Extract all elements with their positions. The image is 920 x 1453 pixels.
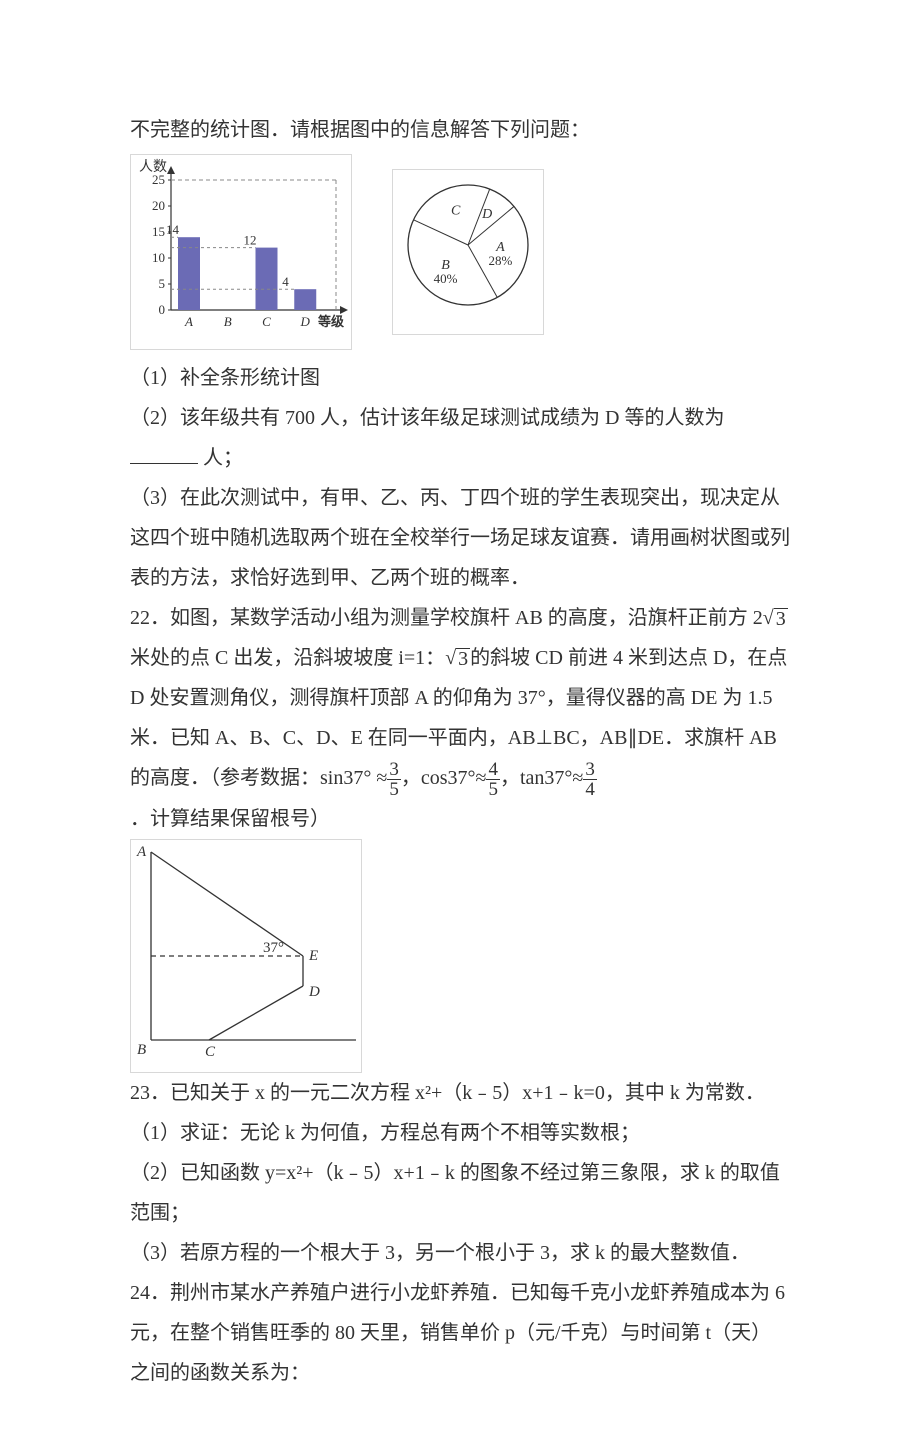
mid1: ，cos37°≈ [401,767,487,789]
q23-head: 23．已知关于 x 的一元二次方程 x²+（k﹣5）x+1﹣k=0，其中 k 为… [130,1073,790,1113]
triangle-diagram: 37° A B C D E [130,839,362,1073]
blank-d-count[interactable] [130,444,198,464]
svg-text:等级: 等级 [317,314,345,329]
q23-3: （3）若原方程的一个根大于 3，另一个根小于 3，求 k 的最大整数值． [130,1233,790,1273]
sqrt-3-b: 3 [445,638,470,678]
svg-text:0: 0 [159,302,166,317]
svg-text:15: 15 [152,224,165,239]
approx1: ≈ [376,767,387,789]
pie-chart: A28%B40%CD [392,169,544,335]
svg-text:5: 5 [159,276,166,291]
q23-2: （2）已知函数 y=x²+（k﹣5）x+1﹣k 的图象不经过第三象限，求 k 的… [130,1153,790,1233]
svg-text:14: 14 [166,222,180,237]
svg-text:C: C [451,203,461,218]
intro-line: 不完整的统计图．请根据图中的信息解答下列问题： [130,110,790,150]
svg-text:B: B [137,1042,146,1058]
svg-text:20: 20 [152,198,165,213]
svg-text:A: A [184,314,193,329]
svg-text:C: C [262,314,271,329]
svg-text:40%: 40% [434,271,458,286]
svg-text:12: 12 [244,233,257,248]
q21-2-text-b: 人； [203,447,243,469]
q21-2: （2）该年级共有 700 人，估计该年级足球测试成绩为 D 等的人数为 人； [130,398,790,478]
frac-sin37: 35 [387,760,401,799]
charts-row: 051015202514AB12C4D人数等级 A28%B40%CD [130,154,790,350]
svg-text:A: A [136,844,147,860]
q22-b: 米处的点 C 出发，沿斜坡坡度 i=1： [130,647,445,669]
svg-text:D: D [481,207,492,222]
svg-text:10: 10 [152,250,165,265]
svg-text:C: C [205,1044,216,1058]
svg-text:D: D [308,984,320,1000]
svg-text:D: D [300,314,311,329]
q21-3: （3）在此次测试中，有甲、乙、丙、丁四个班的学生表现突出，现决定从这四个班中随机… [130,478,790,598]
q24-body: 24．荆州市某水产养殖户进行小龙虾养殖．已知每千克小龙虾养殖成本为 6 元，在整… [130,1273,790,1393]
q22-tail: ．计算结果保留根号） [130,808,330,830]
svg-text:人数: 人数 [139,159,167,175]
mid2: ，tan37°≈ [500,767,583,789]
q23-1: （1）求证：无论 k 为何值，方程总有两个不相等实数根； [130,1113,790,1153]
svg-text:28%: 28% [489,253,513,268]
frac-tan37: 34 [583,760,597,799]
q21-2-text-a: （2）该年级共有 700 人，估计该年级足球测试成绩为 D 等的人数为 [130,407,724,429]
svg-text:4: 4 [282,274,289,289]
frac-cos37: 45 [486,760,500,799]
sqrt-3-a: 3 [763,598,788,638]
svg-text:E: E [308,948,318,964]
q22-a: 22．如图，某数学活动小组为测量学校旗杆 AB 的高度，沿旗杆正前方 2 [130,607,763,629]
svg-text:B: B [224,314,232,329]
svg-text:37°: 37° [263,940,284,956]
q21-1: （1）补全条形统计图 [130,358,790,398]
q22-body: 22．如图，某数学活动小组为测量学校旗杆 AB 的高度，沿旗杆正前方 23米处的… [130,598,790,839]
bar-chart: 051015202514AB12C4D人数等级 [130,154,352,350]
